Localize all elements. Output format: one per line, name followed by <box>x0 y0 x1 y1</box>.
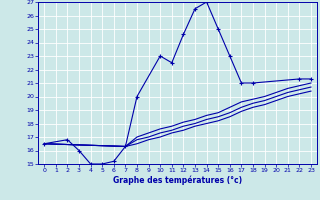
X-axis label: Graphe des températures (°c): Graphe des températures (°c) <box>113 176 242 185</box>
